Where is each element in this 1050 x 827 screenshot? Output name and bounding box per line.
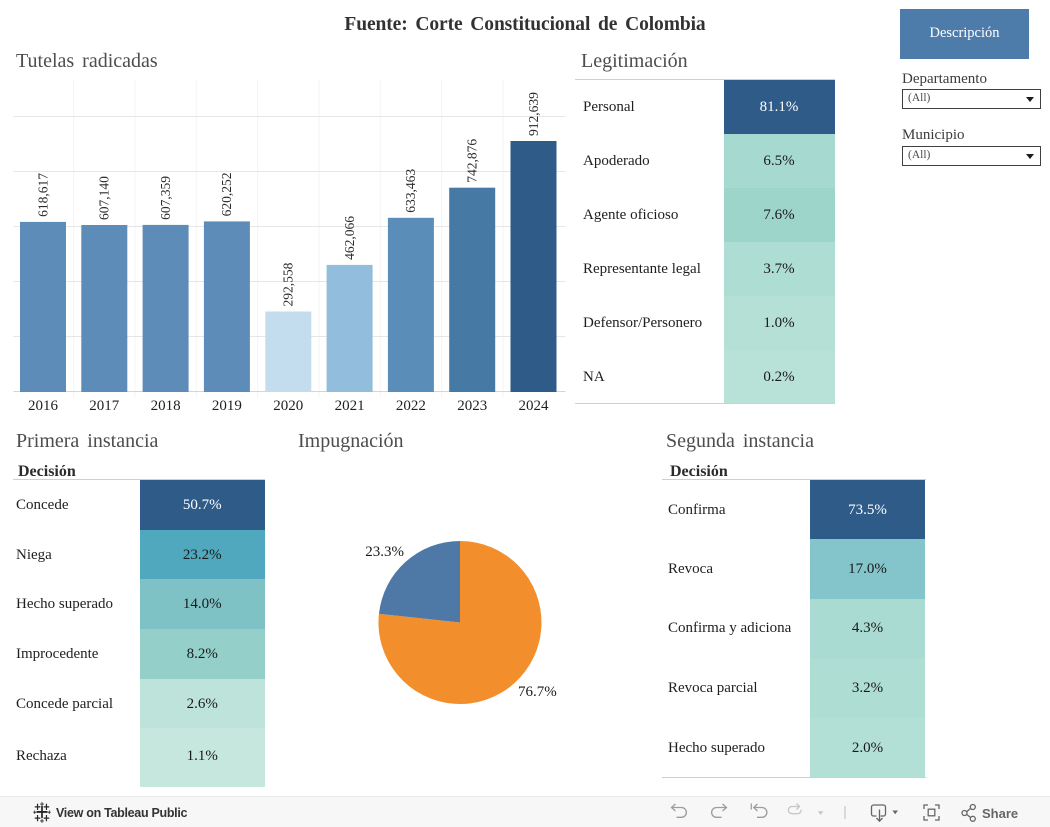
svg-text:742,876: 742,876 bbox=[465, 139, 480, 183]
svg-text:620,252: 620,252 bbox=[219, 173, 234, 217]
svg-text:2018: 2018 bbox=[151, 398, 181, 414]
svg-text:2019: 2019 bbox=[212, 398, 242, 414]
svg-text:607,359: 607,359 bbox=[158, 176, 173, 220]
svg-text:462,066: 462,066 bbox=[342, 216, 357, 260]
svg-text:2023: 2023 bbox=[457, 398, 487, 414]
svg-text:2017: 2017 bbox=[89, 398, 120, 414]
svg-text:292,558: 292,558 bbox=[281, 262, 296, 306]
svg-text:2022: 2022 bbox=[396, 398, 426, 414]
svg-text:2016: 2016 bbox=[28, 398, 59, 414]
svg-text:2021: 2021 bbox=[335, 398, 365, 414]
svg-text:2020: 2020 bbox=[273, 398, 303, 414]
svg-text:912,639: 912,639 bbox=[526, 92, 541, 136]
svg-text:607,140: 607,140 bbox=[97, 176, 112, 220]
svg-text:633,463: 633,463 bbox=[403, 169, 418, 213]
svg-text:2024: 2024 bbox=[519, 398, 550, 414]
svg-text:618,617: 618,617 bbox=[35, 173, 50, 217]
